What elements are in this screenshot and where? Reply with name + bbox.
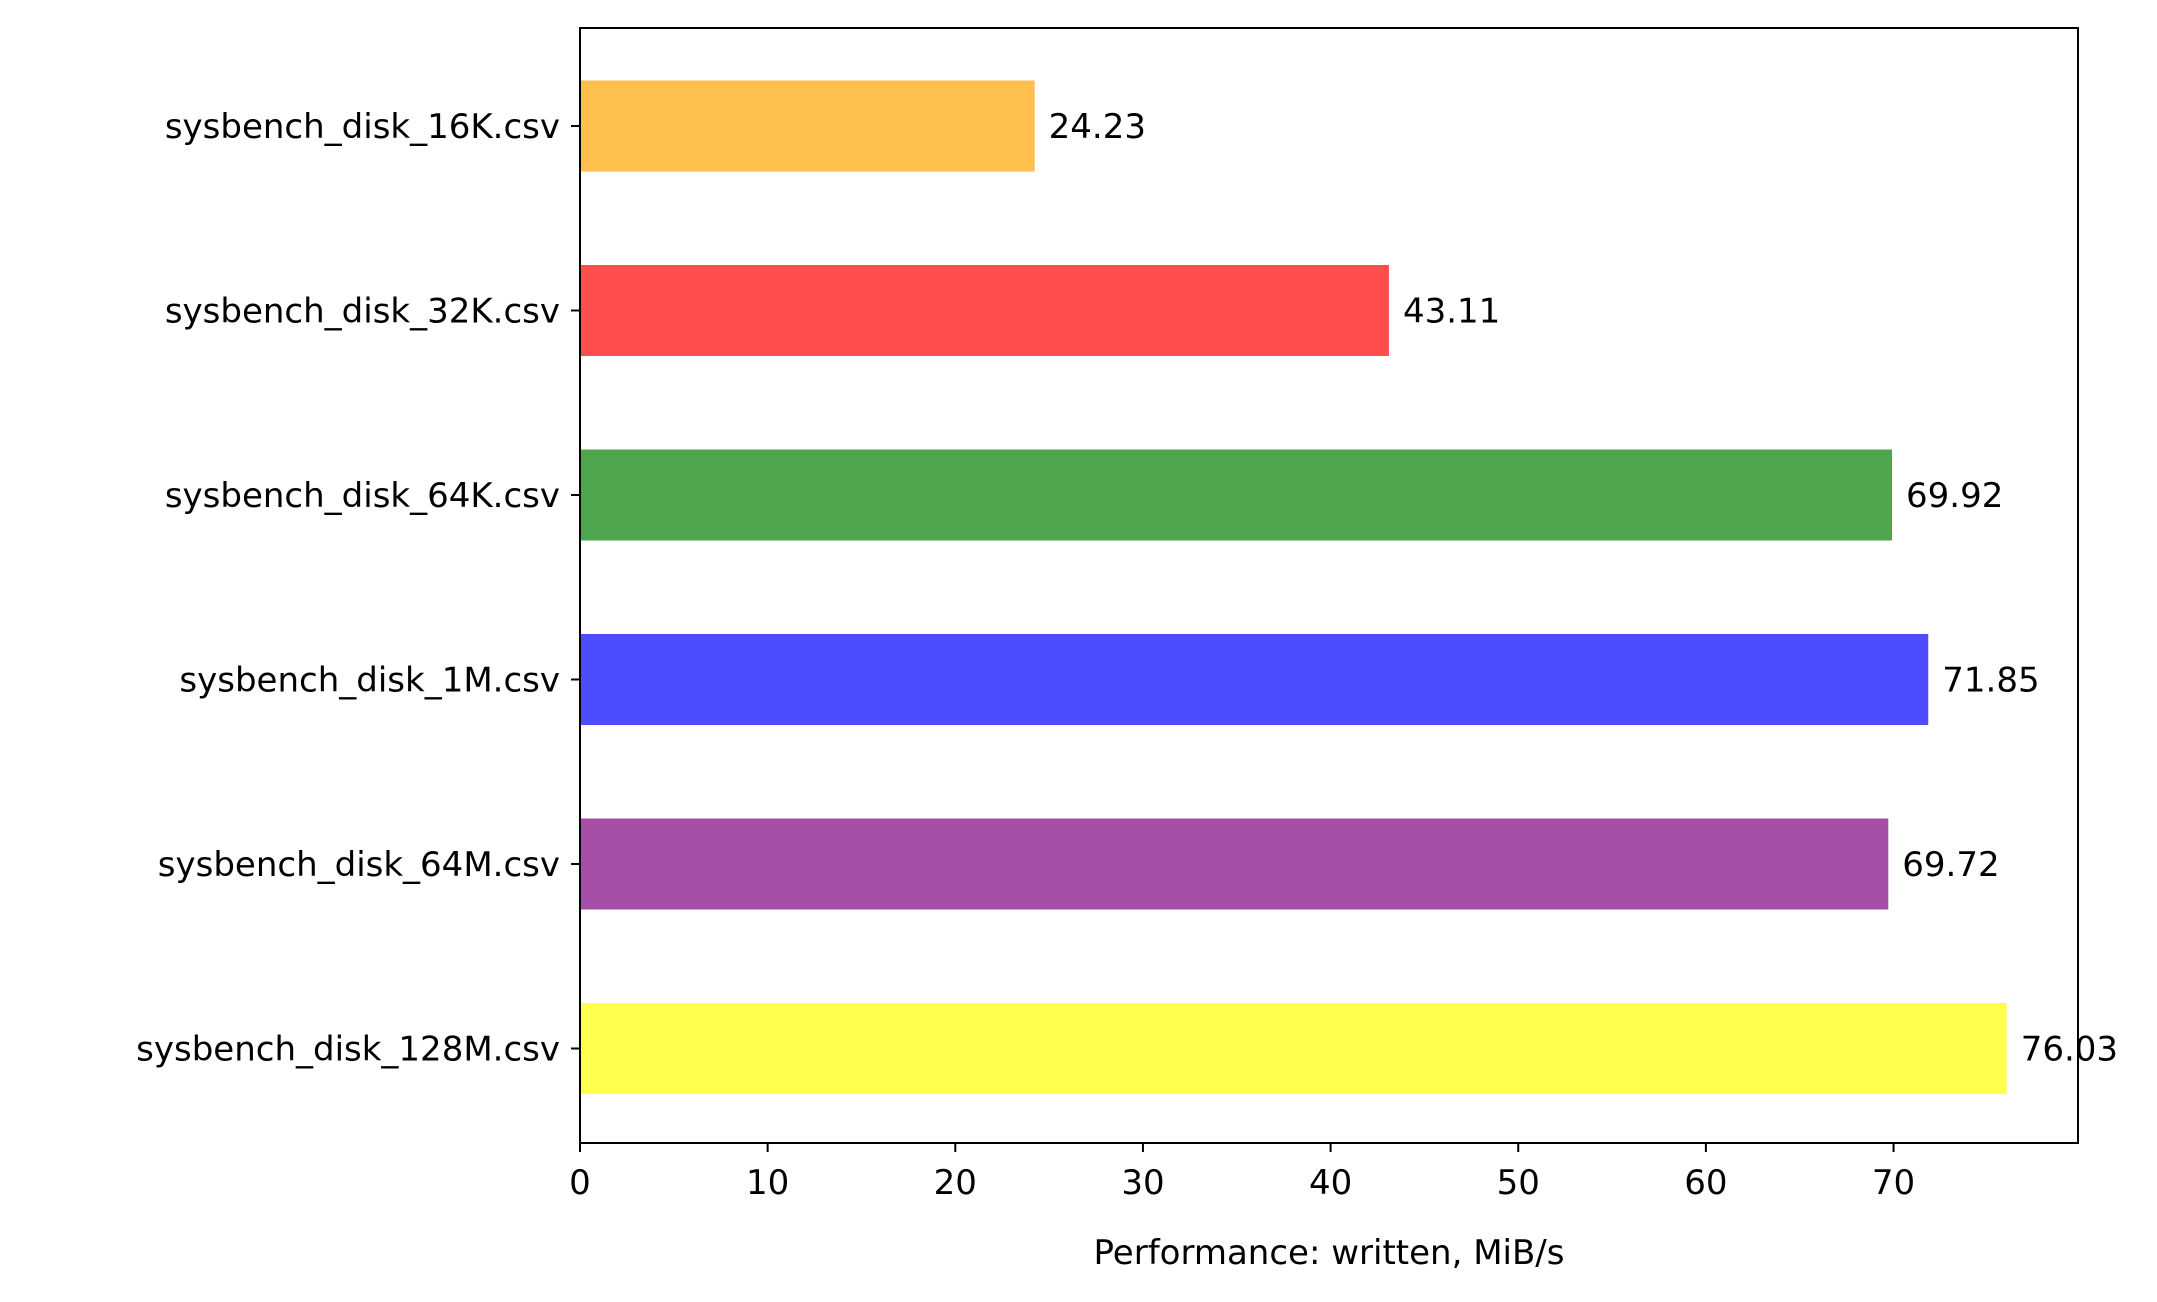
bar-sysbench_disk_16K.csv [580, 80, 1035, 172]
bar-value-label: 43.11 [1403, 292, 1500, 332]
bar-sysbench_disk_128M.csv [580, 1003, 2007, 1094]
x-tick-label: 0 [569, 1163, 591, 1203]
value-labels-layer: 24.23 43.11 69.92 71.85 69.72 76.03 [1049, 107, 2118, 1070]
x-tick-label: 40 [1309, 1163, 1352, 1203]
y-tick-label: sysbench_disk_64K.csv [165, 476, 560, 516]
x-axis-title: Performance: written, MiB/s [1094, 1233, 1565, 1273]
bars-layer [580, 80, 2007, 1094]
y-tick-label: sysbench_disk_1M.csv [179, 661, 560, 701]
plot-frame [579, 27, 2079, 1144]
x-tick-label: 20 [934, 1163, 977, 1203]
x-tick-label: 60 [1684, 1163, 1727, 1203]
y-axis: sysbench_disk_16K.csv sysbench_disk_32K.c… [136, 107, 580, 1070]
x-tick-label: 10 [746, 1163, 789, 1203]
bar-sysbench_disk_1M.csv [580, 634, 1929, 725]
bar-value-label: 76.03 [2021, 1030, 2118, 1070]
bar-value-label: 71.85 [1942, 661, 2039, 701]
bar-value-label: 69.92 [1906, 476, 2003, 516]
y-tick-label: sysbench_disk_64M.csv [158, 845, 560, 885]
x-tick-label: 30 [1121, 1163, 1164, 1203]
x-tick-label: 50 [1497, 1163, 1540, 1203]
bar-sysbench_disk_64K.csv [580, 449, 1893, 541]
x-tick-label: 70 [1872, 1163, 1915, 1203]
bar-value-label: 24.23 [1049, 107, 1146, 147]
y-tick-label: sysbench_disk_16K.csv [165, 107, 560, 147]
x-axis: 0 10 20 30 40 50 60 70 [569, 1143, 1915, 1203]
y-tick-label: sysbench_disk_32K.csv [165, 292, 560, 332]
bar-sysbench_disk_32K.csv [580, 265, 1389, 356]
y-tick-label: sysbench_disk_128M.csv [136, 1030, 560, 1070]
bar-sysbench_disk_64M.csv [580, 818, 1889, 910]
bar-value-label: 69.72 [1902, 845, 1999, 885]
